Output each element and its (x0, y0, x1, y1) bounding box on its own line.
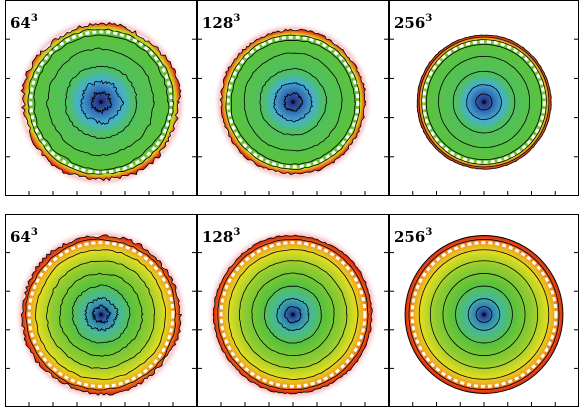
contour-line (466, 84, 503, 121)
contour-line (273, 82, 314, 123)
contour-line (33, 34, 170, 171)
axis-ticks (197, 252, 389, 407)
contour-line (418, 249, 550, 380)
contour-line (227, 249, 359, 381)
axis-ticks (389, 252, 579, 407)
contour-line (263, 285, 322, 344)
panel-label: 1283 (202, 227, 240, 246)
panel-label: 643 (10, 13, 38, 32)
contour-line (91, 304, 112, 324)
panel-label-exponent: 3 (425, 13, 432, 24)
contour-line (35, 249, 167, 380)
panel-bottom-256 (404, 235, 564, 394)
panels (14, 16, 564, 402)
panel-bottom-64 (14, 227, 188, 402)
panel-label-base: 64 (10, 228, 31, 246)
contour-line (80, 80, 125, 125)
contour-line (46, 260, 155, 370)
panel-label-base: 256 (394, 228, 425, 246)
center-point (482, 100, 486, 104)
panel-label-exponent: 3 (233, 13, 240, 24)
contour-line (425, 44, 543, 161)
contour-line (276, 297, 310, 332)
panel-label: 2563 (394, 227, 432, 246)
reference-circle (410, 241, 558, 388)
center-point (99, 312, 103, 317)
panel-label-base: 64 (10, 14, 31, 32)
axis-ticks (197, 38, 389, 196)
axis-ticks (5, 252, 197, 407)
reference-circle (219, 241, 367, 388)
panel-label-base: 256 (394, 14, 425, 32)
contour-line (442, 273, 526, 356)
panel-label-exponent: 3 (425, 227, 432, 238)
contour-line (59, 272, 144, 357)
reference-circle (27, 241, 175, 388)
panel-top-128 (213, 22, 373, 182)
panel-label-exponent: 3 (31, 227, 38, 238)
contour-line (429, 260, 539, 369)
reference-circle (29, 30, 173, 174)
contour-line (90, 91, 113, 115)
panel-label: 1283 (202, 13, 240, 32)
contour-line (467, 298, 501, 331)
contour-line (84, 296, 120, 332)
contour-line (243, 52, 343, 152)
panel-bottom-128 (206, 227, 380, 402)
contour-line (475, 306, 493, 323)
contour-line (25, 238, 177, 391)
contour-line (475, 93, 493, 111)
panel-label: 2563 (394, 13, 432, 32)
contour-line (71, 284, 131, 344)
contour-line (283, 91, 304, 112)
contour-line (217, 239, 369, 390)
panel-label: 643 (10, 227, 38, 246)
contour-line (64, 65, 138, 140)
contour-line (251, 272, 335, 357)
contour-line (259, 67, 328, 136)
contour-line (408, 239, 560, 390)
center-point (291, 312, 295, 317)
panel-label-base: 128 (202, 14, 233, 32)
contour-line (455, 285, 513, 344)
panel-label-exponent: 3 (233, 227, 240, 238)
reference-circle (226, 35, 360, 169)
panel-top-256 (416, 34, 552, 170)
contour-line (438, 55, 530, 148)
center-point (482, 312, 486, 317)
panel-top-64 (15, 16, 187, 188)
reference-circle (422, 40, 546, 164)
axis-ticks (389, 38, 579, 196)
contour-line (238, 260, 348, 369)
contour-line (46, 47, 155, 157)
panel-label-base: 128 (202, 228, 233, 246)
contour-line (452, 70, 516, 134)
contour-line (421, 39, 547, 165)
panel-label-exponent: 3 (31, 13, 38, 24)
contour-line (230, 39, 356, 165)
contour-line (225, 34, 361, 171)
contour-line (418, 36, 550, 168)
contour-line (283, 306, 303, 324)
axis-ticks (5, 38, 197, 196)
center-point (99, 100, 103, 104)
center-point (291, 100, 295, 104)
